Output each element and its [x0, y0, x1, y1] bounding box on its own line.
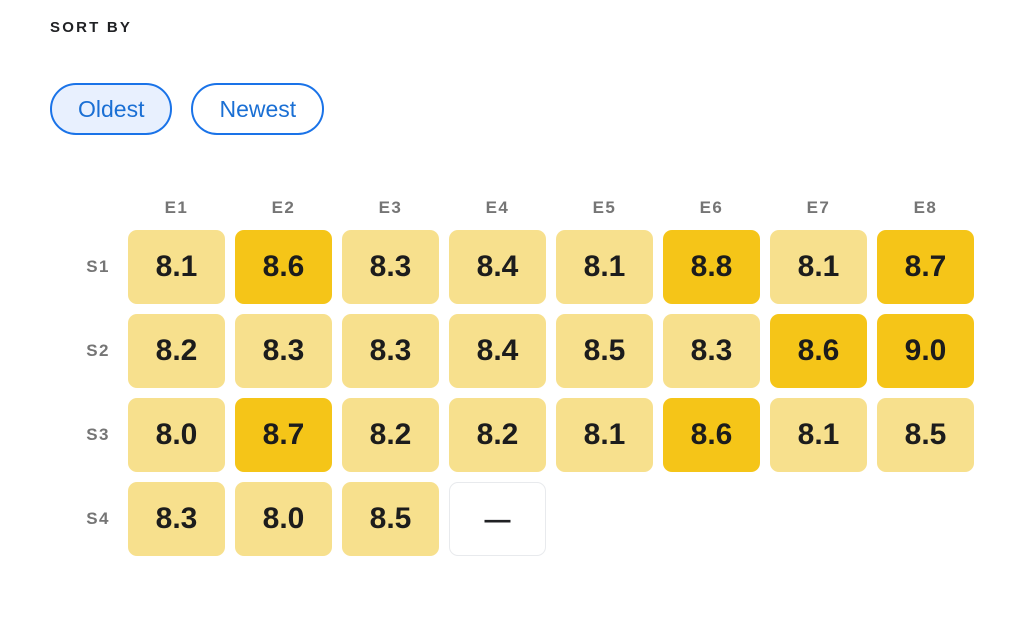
matrix-cell-container: —: [449, 482, 546, 556]
column-header-e2: E2: [271, 198, 296, 217]
column-header-e4: E4: [485, 198, 510, 217]
matrix-cell-container: [877, 482, 974, 556]
row-header-s2: S2: [86, 341, 110, 360]
column-header-e8: E8: [913, 198, 938, 217]
matrix-cell-container: 8.6: [770, 314, 867, 388]
row-header-s3: S3: [86, 425, 110, 444]
matrix-cell-score[interactable]: 8.6: [663, 398, 760, 472]
column-header-e5: E5: [592, 198, 617, 217]
matrix-corner-spacer: [50, 196, 118, 220]
matrix-cell-score[interactable]: 9.0: [877, 314, 974, 388]
column-header-e6: E6: [699, 198, 724, 217]
matrix-cell-score[interactable]: 8.5: [556, 314, 653, 388]
matrix-cell-blank: [556, 482, 653, 556]
matrix-cell-container: 8.1: [770, 230, 867, 304]
matrix-cell-container: 8.1: [770, 398, 867, 472]
row-header-s1: S1: [86, 257, 110, 276]
matrix-cell-container: 8.5: [556, 314, 653, 388]
matrix-cell-container: 8.2: [128, 314, 225, 388]
matrix-body: S1 8.1 8.6 8.3 8.4 8.1 8.8 8.1 8.7 S2 8.2 8.3 8.3 8.4…: [50, 230, 974, 556]
matrix-cell-container: 8.0: [128, 398, 225, 472]
sort-option-newest[interactable]: Newest: [191, 83, 325, 135]
matrix-cell-blank: [877, 482, 974, 556]
matrix-cell-container: 8.6: [235, 230, 332, 304]
matrix-cell-container: [663, 482, 760, 556]
matrix-cell-score[interactable]: 8.1: [128, 230, 225, 304]
column-header-e7: E7: [806, 198, 831, 217]
matrix-row: S1 8.1 8.6 8.3 8.4 8.1 8.8 8.1 8.7: [50, 230, 974, 304]
matrix-cell-container: 8.2: [342, 398, 439, 472]
matrix-cell-container: 8.7: [877, 230, 974, 304]
matrix-cell-container: 8.2: [449, 398, 546, 472]
sort-by-label: SORT BY: [50, 19, 133, 36]
matrix-header-row: E1 E2 E3 E4 E5 E6 E7 E8: [50, 196, 974, 220]
matrix-cell-container: 8.4: [449, 230, 546, 304]
matrix-cell-score[interactable]: 8.3: [342, 230, 439, 304]
matrix-cell-container: 8.5: [877, 398, 974, 472]
matrix-cell-score[interactable]: 8.1: [770, 398, 867, 472]
matrix-cell-container: 8.3: [663, 314, 760, 388]
matrix-cell-container: 8.1: [556, 398, 653, 472]
column-header-e3: E3: [378, 198, 403, 217]
matrix-cell-blank: [663, 482, 760, 556]
matrix-cell-score[interactable]: 8.5: [342, 482, 439, 556]
matrix-cell-score[interactable]: 8.2: [342, 398, 439, 472]
matrix-cell-score[interactable]: 8.5: [877, 398, 974, 472]
matrix-cell-score[interactable]: 8.6: [235, 230, 332, 304]
matrix-cell-container: 8.3: [342, 314, 439, 388]
row-header-s4: S4: [86, 509, 110, 528]
matrix-cell-container: 8.6: [663, 398, 760, 472]
column-header-e1: E1: [164, 198, 189, 217]
matrix-cell-empty[interactable]: —: [449, 482, 546, 556]
sort-by-section: SORT BY Oldest Newest: [50, 18, 325, 135]
matrix-cell-container: 8.4: [449, 314, 546, 388]
matrix-cell-score[interactable]: 8.4: [449, 314, 546, 388]
matrix-cell-container: 8.7: [235, 398, 332, 472]
matrix-cell-score[interactable]: 8.3: [342, 314, 439, 388]
score-matrix: E1 E2 E3 E4 E5 E6 E7 E8 S1 8.1 8.6 8.3 8.4 8.1 8.8 8.1…: [50, 196, 974, 556]
matrix-cell-score[interactable]: 8.7: [877, 230, 974, 304]
matrix-cell-score[interactable]: 8.0: [128, 398, 225, 472]
matrix-cell-score[interactable]: 8.6: [770, 314, 867, 388]
matrix-cell-score[interactable]: 8.1: [556, 398, 653, 472]
matrix-cell-score[interactable]: 8.1: [770, 230, 867, 304]
matrix-cell-score[interactable]: 8.3: [128, 482, 225, 556]
matrix-cell-container: [556, 482, 653, 556]
matrix-row: S4 8.3 8.0 8.5—: [50, 482, 974, 556]
matrix-row: S3 8.0 8.7 8.2 8.2 8.1 8.6 8.1 8.5: [50, 398, 974, 472]
sort-option-oldest[interactable]: Oldest: [50, 83, 173, 135]
matrix-cell-score[interactable]: 8.3: [663, 314, 760, 388]
matrix-cell-score[interactable]: 8.3: [235, 314, 332, 388]
matrix-cell-score[interactable]: 8.8: [663, 230, 760, 304]
matrix-cell-container: 8.3: [128, 482, 225, 556]
matrix-cell-container: 8.3: [342, 230, 439, 304]
matrix-cell-score[interactable]: 8.1: [556, 230, 653, 304]
matrix-cell-container: 8.5: [342, 482, 439, 556]
matrix-cell-container: 9.0: [877, 314, 974, 388]
matrix-cell-container: 8.1: [128, 230, 225, 304]
score-matrix-table: E1 E2 E3 E4 E5 E6 E7 E8 S1 8.1 8.6 8.3 8.4 8.1 8.8 8.1…: [40, 186, 984, 566]
matrix-cell-score[interactable]: 8.2: [449, 398, 546, 472]
matrix-cell-container: 8.0: [235, 482, 332, 556]
matrix-cell-score[interactable]: 8.2: [128, 314, 225, 388]
matrix-cell-container: 8.1: [556, 230, 653, 304]
matrix-cell-score[interactable]: 8.4: [449, 230, 546, 304]
matrix-cell-score[interactable]: 8.7: [235, 398, 332, 472]
matrix-row: S2 8.2 8.3 8.3 8.4 8.5 8.3 8.6 9.0: [50, 314, 974, 388]
matrix-cell-blank: [770, 482, 867, 556]
matrix-cell-container: [770, 482, 867, 556]
sort-option-group: Oldest Newest: [50, 83, 325, 135]
matrix-cell-container: 8.3: [235, 314, 332, 388]
matrix-cell-container: 8.8: [663, 230, 760, 304]
matrix-cell-score[interactable]: 8.0: [235, 482, 332, 556]
